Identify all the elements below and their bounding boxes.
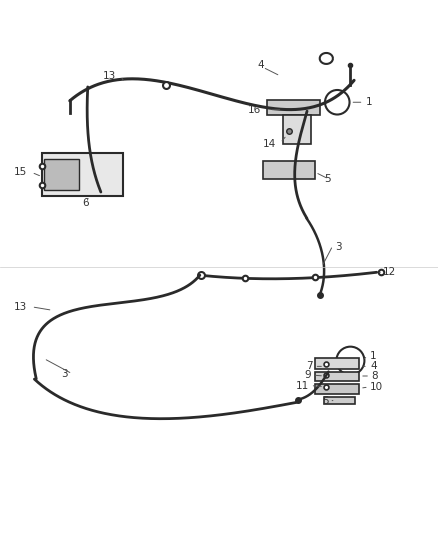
Text: 5: 5 (322, 396, 328, 406)
Text: 9: 9 (304, 370, 311, 380)
Text: 12: 12 (383, 267, 396, 277)
Text: 11: 11 (296, 381, 309, 391)
Text: 16: 16 (247, 104, 261, 115)
Bar (283, 115, 311, 144)
Text: 13: 13 (14, 302, 27, 312)
Bar (263, 161, 315, 179)
Text: 10: 10 (370, 382, 383, 392)
Text: 8: 8 (371, 371, 378, 381)
Text: 7: 7 (307, 361, 313, 372)
Bar (267, 100, 320, 115)
Text: 3: 3 (61, 369, 68, 379)
Text: 1: 1 (370, 351, 377, 361)
Text: 15: 15 (14, 167, 27, 177)
Text: 6: 6 (82, 198, 89, 208)
Text: 14: 14 (263, 139, 276, 149)
Bar (315, 359, 359, 369)
Text: 1: 1 (366, 97, 372, 107)
Text: 4: 4 (370, 361, 377, 372)
Bar (42, 152, 123, 197)
Text: 5: 5 (324, 174, 331, 184)
Bar (324, 397, 355, 405)
Text: 13: 13 (103, 71, 116, 81)
Text: 3: 3 (335, 242, 342, 252)
Bar (315, 372, 359, 381)
Bar (44, 159, 79, 190)
Text: 4: 4 (257, 60, 264, 70)
Bar (315, 384, 359, 393)
